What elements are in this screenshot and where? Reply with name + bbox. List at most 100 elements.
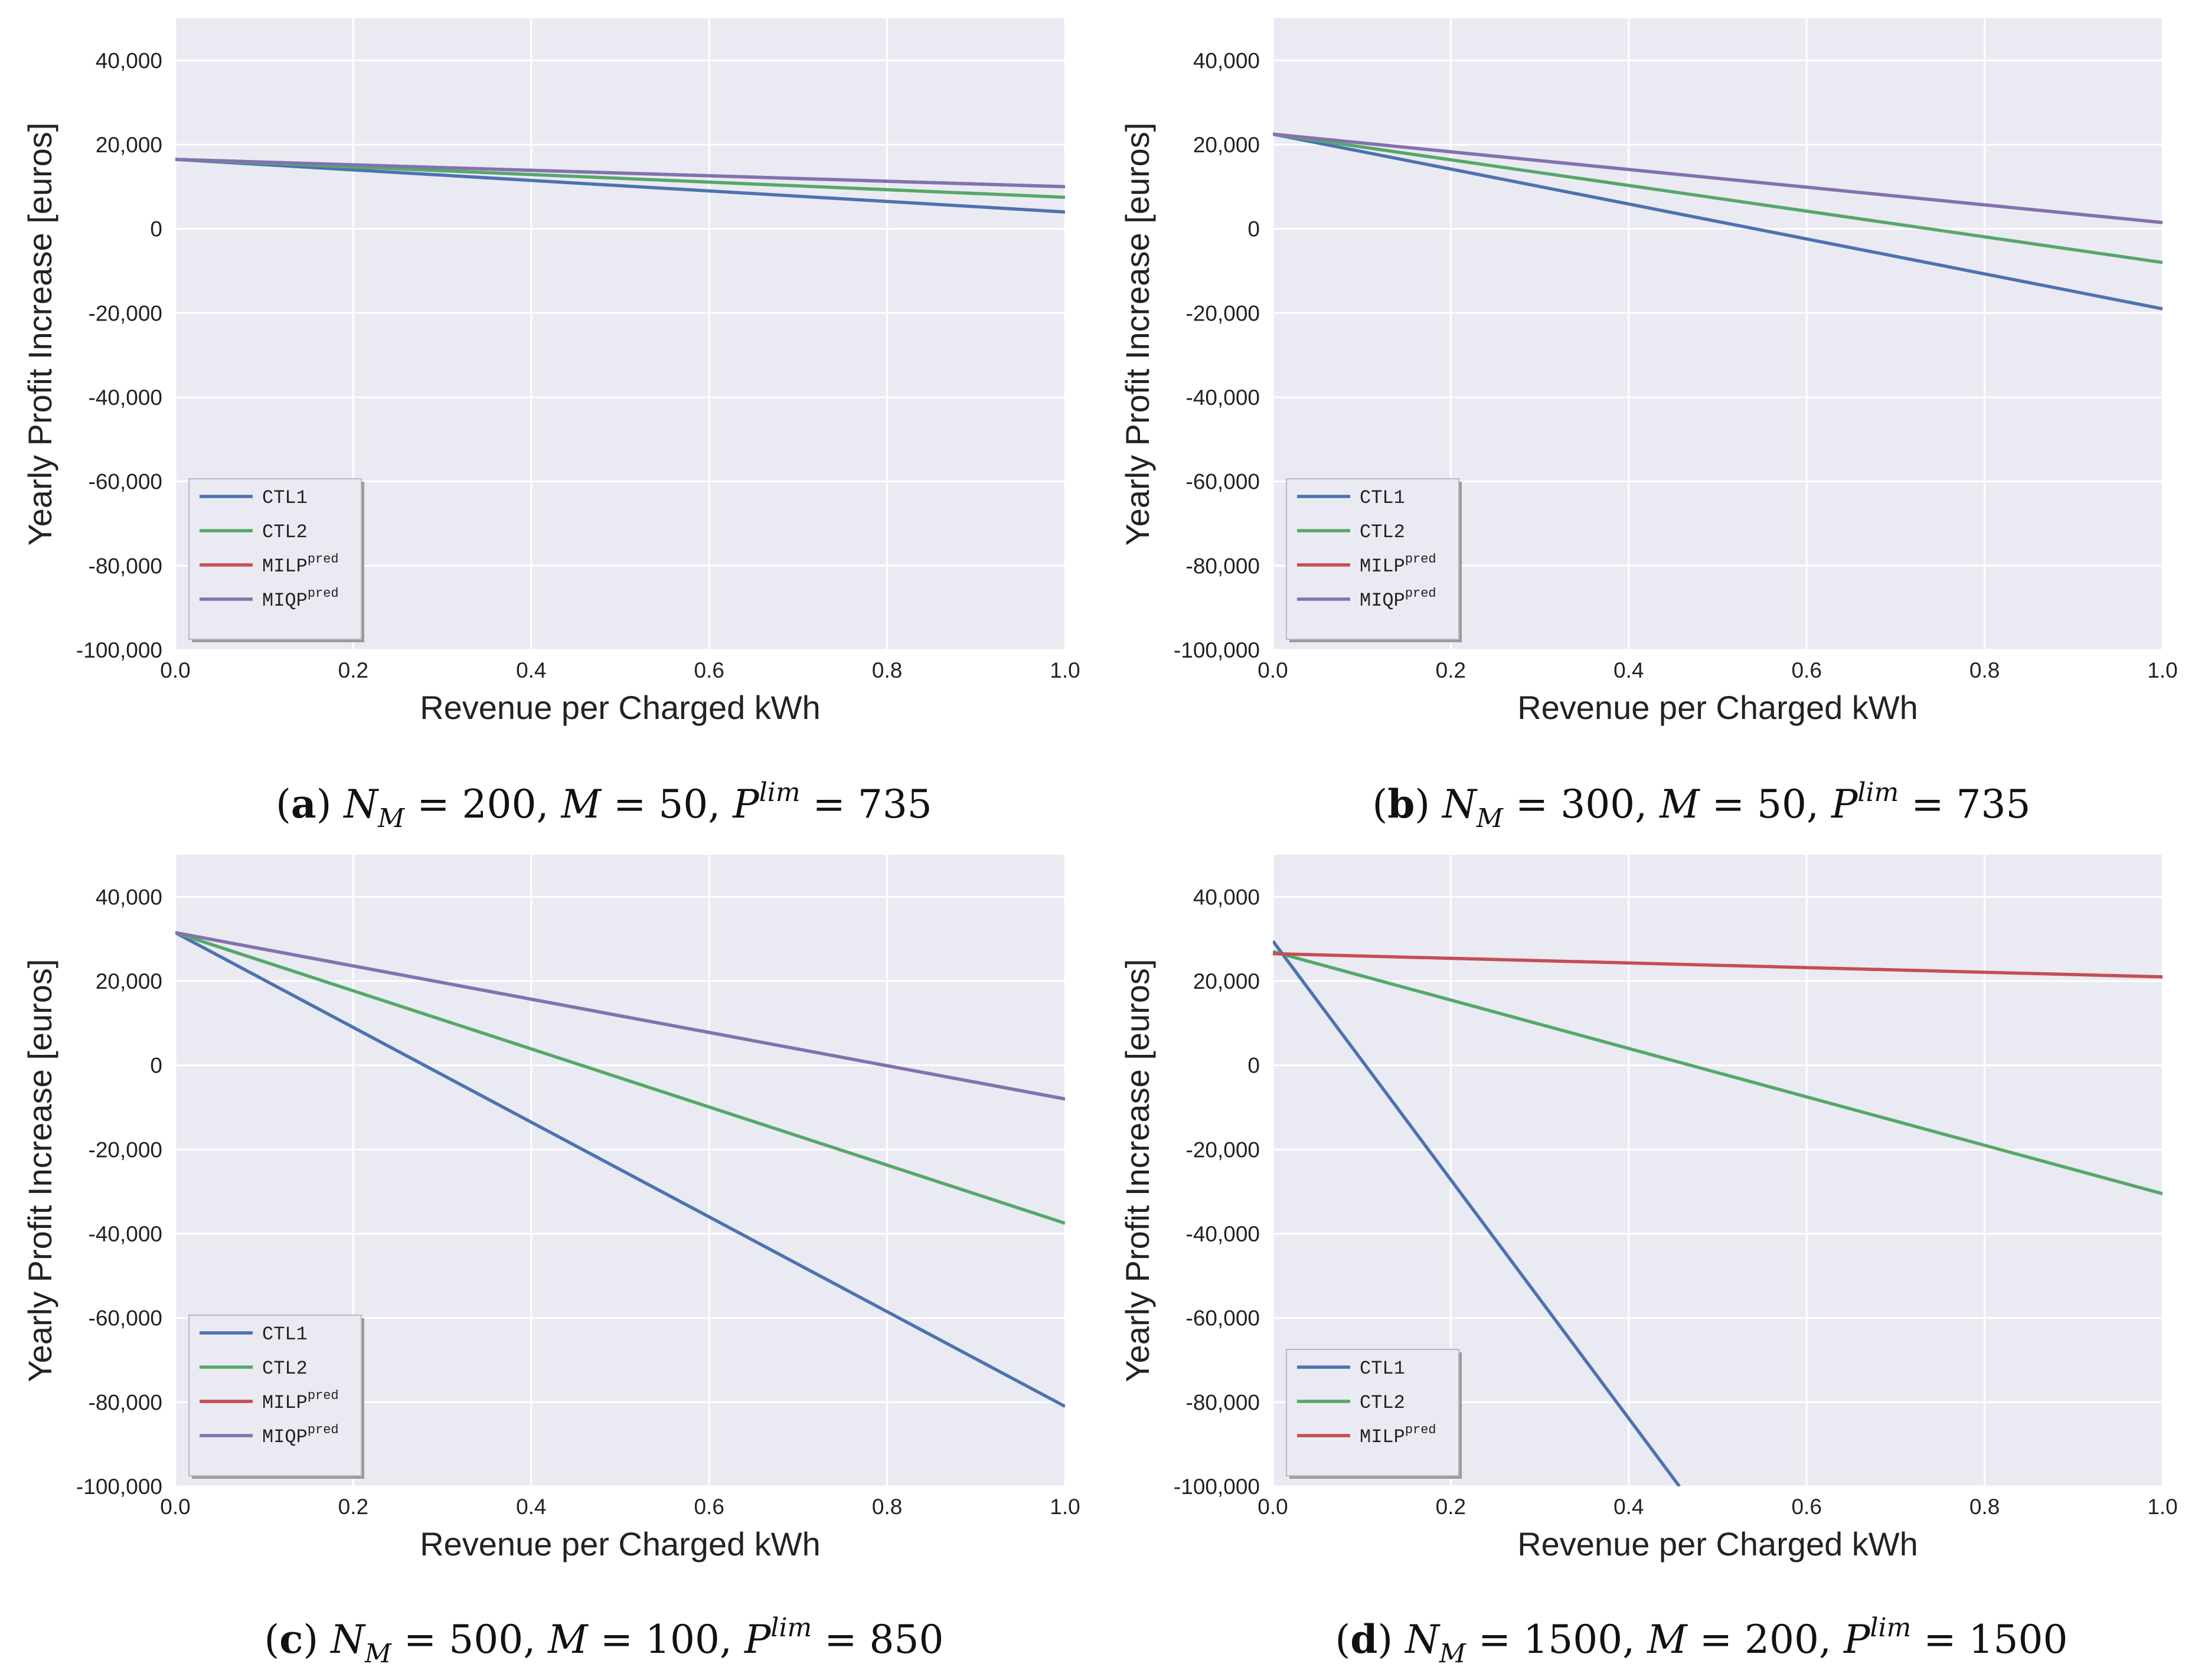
x-axis-title: Revenue per Charged kWh (420, 1525, 821, 1563)
x-axis-title: Revenue per Charged kWh (1517, 689, 1918, 726)
y-axis-title: Yearly Profit Increase [euros] (1119, 123, 1156, 546)
y-tick-label: 40,000 (96, 885, 162, 909)
legend-label: CTL2 (262, 1358, 308, 1380)
y-tick-label: -40,000 (1186, 385, 1260, 410)
x-tick-label: 0.0 (1257, 1495, 1288, 1519)
y-axis-title: Yearly Profit Increase [euros] (1119, 959, 1156, 1382)
x-tick-label: 0.6 (694, 1495, 724, 1519)
legend-label: MILPpred (262, 552, 339, 577)
x-tick-label: 0.0 (160, 1495, 190, 1519)
y-tick-label: -60,000 (89, 470, 163, 494)
x-tick-label: 0.4 (1613, 658, 1644, 682)
subfigure-caption: (c) NM = 500, M = 100, Plim = 850 (264, 1613, 943, 1669)
x-axis-title: Revenue per Charged kWh (420, 689, 821, 726)
x-tick-label: 0.6 (694, 658, 724, 682)
legend-label: CTL2 (262, 521, 308, 543)
chart-panel-c: 0.0 0.2 0.4 0.6 0.8 1.0 -100,000 -80,000 -60,000… (21, 855, 1080, 1669)
x-tick-label: 0.6 (1791, 1495, 1821, 1519)
series-line-ctl2 (1273, 950, 2163, 1195)
x-tick-label: 0.8 (1969, 1495, 2000, 1519)
y-tick-label: -20,000 (89, 1138, 163, 1162)
x-tick-label: 0.4 (516, 1495, 546, 1519)
legend-label: MIQPpred (262, 1423, 339, 1448)
series-line-ctl2 (1273, 132, 2163, 264)
x-tick-label: 0.2 (338, 658, 368, 682)
series-line-miqp (175, 158, 1065, 189)
legend-label: MIQPpred (262, 586, 339, 612)
y-tick-label: -40,000 (89, 385, 163, 410)
y-axis-title: Yearly Profit Increase [euros] (21, 959, 58, 1382)
y-axis-title: Yearly Profit Increase [euros] (21, 123, 58, 546)
y-tick-label: 20,000 (1193, 969, 1260, 993)
series-line-ctl2 (175, 931, 1065, 1225)
chart-panel-d: 0.0 0.2 0.4 0.6 0.8 1.0 -100,000 -80,000 -60,000… (1119, 855, 2178, 1669)
y-tick-label: 20,000 (96, 969, 162, 993)
legend-label: CTL1 (262, 487, 308, 509)
x-tick-label: 1.0 (2147, 658, 2177, 682)
legend-label: MILPpred (262, 1388, 339, 1414)
x-tick-label: 0.2 (1436, 1495, 1466, 1519)
series-line-miqp (175, 931, 1065, 1101)
legend-label: MILPpred (1360, 552, 1436, 577)
y-tick-label: -40,000 (1186, 1222, 1260, 1246)
y-tick-label: -80,000 (89, 554, 163, 578)
subfigure-caption: (a) NM = 200, M = 50, Plim = 735 (276, 777, 932, 834)
series-line-ctl1 (175, 158, 1065, 214)
y-tick-label: 20,000 (96, 133, 162, 157)
x-tick-label: 0.8 (872, 1495, 902, 1519)
legend-label: CTL1 (1360, 487, 1405, 509)
legend-label: CTL2 (1360, 1392, 1405, 1414)
y-tick-label: -40,000 (89, 1222, 163, 1246)
legend-label: CTL1 (1360, 1358, 1405, 1380)
x-tick-label: 1.0 (2147, 1495, 2177, 1519)
legend-label: CTL1 (262, 1323, 308, 1345)
y-tick-label: 40,000 (1193, 885, 1260, 909)
subfigure-caption: (d) NM = 1500, M = 200, Plim = 1500 (1335, 1613, 2068, 1669)
y-tick-label: 40,000 (1193, 48, 1260, 73)
legend-label: MILPpred (1360, 1423, 1436, 1448)
y-tick-label: -80,000 (1186, 1390, 1260, 1414)
chart-panel-a: 0.0 0.2 0.4 0.6 0.8 1.0 -100,000 -80,000 -60,000… (21, 18, 1080, 834)
y-tick-label: -100,000 (1174, 638, 1260, 662)
legend: CTL1 CTL2 MILPpred (1286, 1349, 1462, 1479)
legend: CTL1 CTL2 MILPpred MIQPpred (1286, 478, 1462, 642)
x-tick-label: 0.2 (338, 1495, 368, 1519)
y-tick-label: 0 (150, 1054, 162, 1078)
series-line-milp (1273, 952, 2163, 979)
x-tick-label: 1.0 (1050, 658, 1080, 682)
x-tick-label: 0.4 (1613, 1495, 1644, 1519)
y-tick-label: 20,000 (1193, 133, 1260, 157)
x-axis-title: Revenue per Charged kWh (1517, 1525, 1918, 1563)
series-line-ctl1 (1273, 940, 1681, 1486)
series-line-ctl2 (175, 158, 1065, 199)
legend: CTL1 CTL2 MILPpred MIQPpred (188, 478, 364, 642)
y-tick-label: -80,000 (89, 1390, 163, 1414)
x-tick-label: 0.2 (1436, 658, 1466, 682)
x-tick-label: 1.0 (1050, 1495, 1080, 1519)
x-tick-label: 0.0 (160, 658, 190, 682)
y-tick-label: 0 (150, 217, 162, 241)
y-tick-label: -100,000 (1174, 1475, 1260, 1499)
y-tick-label: 0 (1247, 217, 1260, 241)
x-tick-label: 0.4 (516, 658, 546, 682)
series-line-ctl1 (175, 931, 1065, 1408)
legend-label: MIQPpred (1360, 586, 1436, 612)
y-tick-label: 0 (1247, 1054, 1260, 1078)
legend-label: CTL2 (1360, 521, 1405, 543)
y-tick-label: -20,000 (1186, 301, 1260, 325)
chart-panel-b: 0.0 0.2 0.4 0.6 0.8 1.0 -100,000 -80,000 -60,000… (1119, 18, 2178, 834)
y-tick-label: -60,000 (1186, 1306, 1260, 1331)
y-tick-label: -60,000 (1186, 470, 1260, 494)
x-tick-label: 0.8 (1969, 658, 2000, 682)
y-tick-label: -60,000 (89, 1306, 163, 1331)
series-line-ctl1 (1273, 132, 2163, 310)
x-tick-label: 0.6 (1791, 658, 1821, 682)
y-tick-label: -100,000 (76, 638, 162, 662)
y-tick-label: -100,000 (76, 1475, 162, 1499)
subfigure-caption: (b) NM = 300, M = 50, Plim = 735 (1372, 777, 2030, 834)
y-tick-label: -20,000 (1186, 1138, 1260, 1162)
x-tick-label: 0.0 (1257, 658, 1288, 682)
series-line-miqp (1273, 132, 2163, 224)
y-tick-label: 40,000 (96, 48, 162, 73)
